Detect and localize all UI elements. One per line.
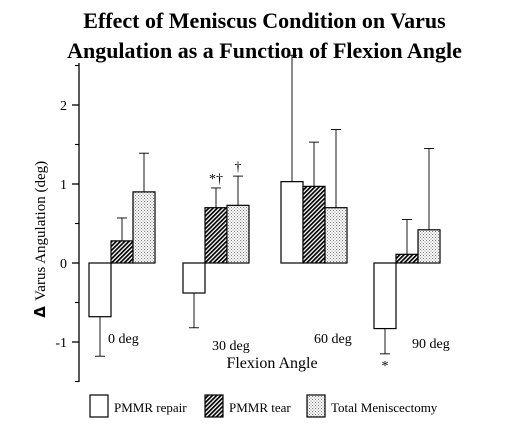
chart-title-line-1: Effect of Meniscus Condition on Varus (83, 8, 446, 33)
axes (72, 63, 80, 383)
bar (417, 229, 441, 264)
category-label: 30 deg (212, 339, 250, 354)
bar (280, 181, 304, 264)
legend-swatch (89, 394, 109, 418)
bar (302, 185, 326, 264)
y-tick-label: 1 (60, 178, 67, 193)
legend-swatch (306, 394, 326, 418)
chart-title: Effect of Meniscus Condition on Varus An… (0, 6, 529, 66)
significance-mark: * (382, 359, 389, 374)
significance-mark: *† (209, 172, 223, 187)
bar (132, 191, 156, 264)
bar (182, 262, 206, 294)
category-label: 60 deg (314, 332, 352, 347)
significance-mark: † (235, 160, 242, 175)
bar (226, 204, 250, 264)
legend: PMMR repair PMMR tear Total Meniscectomy (89, 394, 438, 418)
bar (204, 207, 228, 264)
y-tick-label: 2 (60, 99, 67, 114)
bars (88, 54, 441, 357)
y-tick-label: -1 (55, 336, 67, 351)
legend-label: PMMR repair (114, 400, 187, 415)
bar (373, 262, 397, 330)
legend-swatch (204, 394, 224, 418)
x-axis-label: Flexion Angle (226, 355, 317, 372)
bar (110, 240, 134, 264)
category-label: 0 deg (108, 332, 139, 347)
labels: -1 0 1 2 Δ Varus Angulation (deg) *† † * 0 deg 30… (31, 99, 450, 374)
legend-label: PMMR tear (229, 400, 291, 415)
y-axis-label: Δ Varus Angulation (deg) (31, 161, 49, 318)
legend-label: Total Meniscectomy (331, 400, 438, 415)
bar (395, 253, 419, 264)
chart-title-line-2: Angulation as a Function of Flexion Angl… (67, 38, 462, 63)
y-tick-label: 0 (60, 257, 67, 272)
bar (324, 207, 348, 264)
category-label: 90 deg (412, 337, 450, 352)
bar (88, 262, 112, 318)
